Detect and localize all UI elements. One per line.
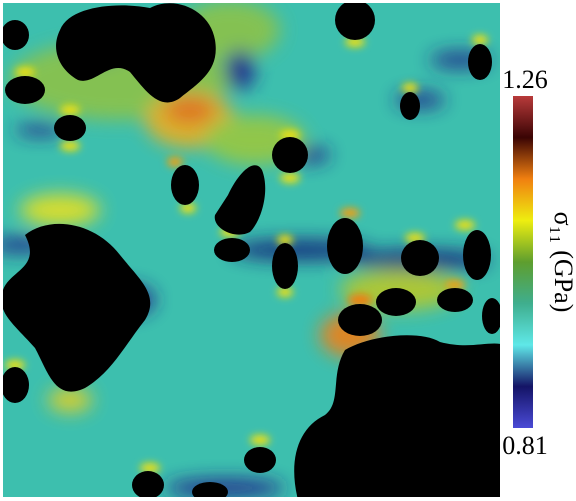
colorbar <box>513 96 533 428</box>
colorbar-tick-label: 1.26 <box>502 65 548 94</box>
figure: σ₁₁ (GPa) 0.81 1.26 <box>0 0 576 501</box>
colorbar-label: σ₁₁ (GPa) <box>549 212 576 313</box>
colorbar-tick-label: 0.81 <box>502 431 548 460</box>
stress-field <box>0 0 505 501</box>
